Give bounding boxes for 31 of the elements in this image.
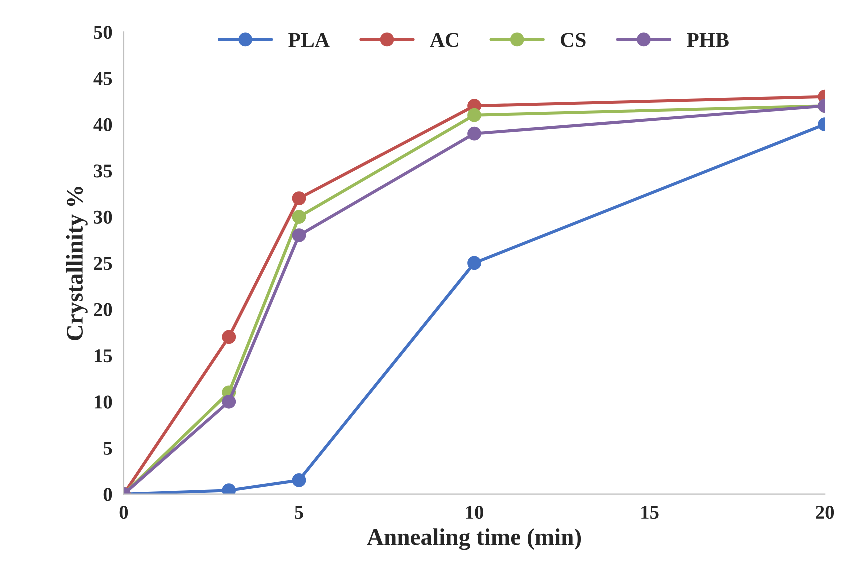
y-tick-label: 20 (94, 303, 112, 316)
x-tick-label: 5 (295, 506, 304, 520)
y-tick-label: 30 (94, 210, 112, 224)
point (468, 108, 482, 122)
y-tick-label: 50 (94, 26, 112, 40)
legend-label: PHB (687, 33, 729, 48)
y-tick-label: 35 (94, 164, 112, 178)
y-tick-label: 5 (104, 442, 112, 456)
point (468, 256, 482, 270)
point (468, 126, 482, 141)
y-axis-title: Crystallinity % (66, 187, 88, 340)
point (292, 228, 306, 242)
legend-label: PLA (288, 33, 330, 48)
x-tick-label: 20 (816, 506, 834, 520)
y-tick-label: 25 (94, 257, 112, 270)
point (292, 192, 306, 206)
y-tick-label: 15 (94, 350, 112, 363)
y-tick-label: 45 (94, 72, 112, 86)
point (222, 330, 236, 344)
point (292, 474, 306, 488)
x-axis-title: Annealing time (min) (367, 528, 582, 550)
legend-label: CS (561, 33, 586, 48)
point (222, 394, 236, 409)
y-tick-label: 40 (94, 118, 112, 132)
legend-label: AC (430, 33, 458, 48)
y-tick-label: 0 (104, 488, 112, 502)
x-tick-label: 15 (642, 506, 659, 520)
x-tick-label: 0 (120, 506, 128, 520)
point (292, 210, 306, 224)
y-tick-label: 10 (94, 396, 112, 409)
x-tick-label: 10 (466, 506, 484, 520)
